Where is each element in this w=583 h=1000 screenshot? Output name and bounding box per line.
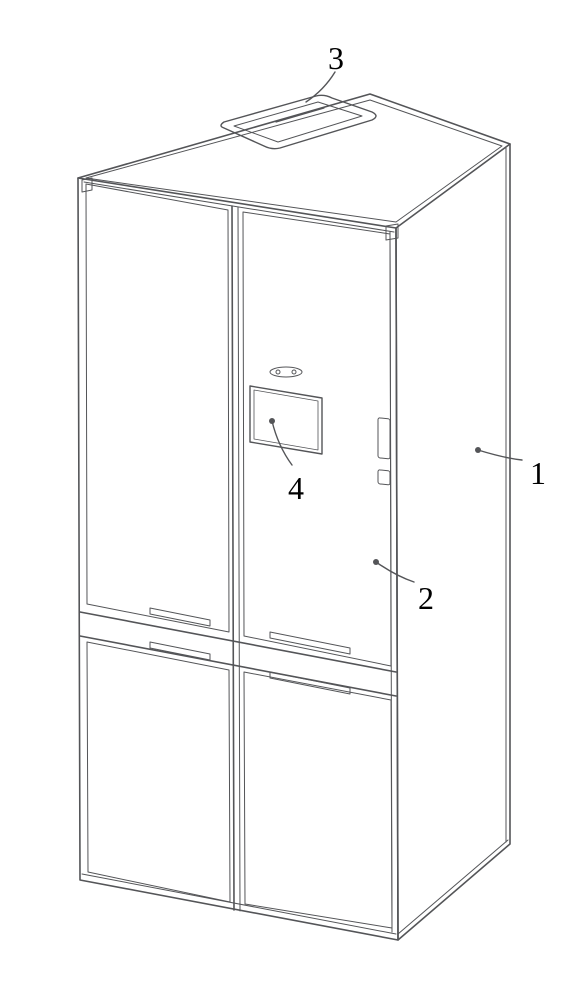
callout-2: 2 — [418, 580, 434, 617]
top-front-trim — [84, 182, 394, 232]
leader-dot-4 — [269, 418, 275, 424]
top-hatch-outer — [221, 95, 376, 148]
display-panel — [250, 386, 322, 454]
front-horizontal-split-bottom — [80, 636, 396, 696]
display-panel-inner — [254, 390, 318, 450]
front-horizontal-split-top — [80, 612, 396, 672]
right-bottom-rim — [398, 840, 508, 934]
leader-dot-2 — [373, 559, 379, 565]
latch-2 — [378, 470, 390, 485]
handle-upper-left — [150, 608, 210, 626]
panel-sensor-dot — [276, 370, 280, 374]
callout-1: 1 — [530, 455, 546, 492]
leader-2 — [376, 562, 414, 582]
panel-sensor-dot2 — [292, 370, 296, 374]
right-side — [396, 144, 510, 940]
handle-lower-right — [270, 672, 350, 694]
leader-dot-1 — [475, 447, 481, 453]
panel-sensor — [270, 367, 302, 377]
top-hatch-inner — [234, 102, 362, 142]
front-center-vertical-2 — [238, 207, 240, 911]
leader-1 — [478, 450, 522, 460]
callout-3: 3 — [328, 40, 344, 77]
callout-4: 4 — [288, 470, 304, 507]
front-center-vertical — [232, 206, 234, 910]
door-upper-left — [86, 184, 229, 632]
latch-1 — [378, 418, 390, 459]
door-lower-right — [244, 672, 392, 928]
front-right-edge-inner — [390, 232, 392, 932]
door-lower-left — [87, 642, 230, 902]
front-bottom-rim — [82, 874, 396, 934]
door-upper-right — [243, 212, 391, 666]
